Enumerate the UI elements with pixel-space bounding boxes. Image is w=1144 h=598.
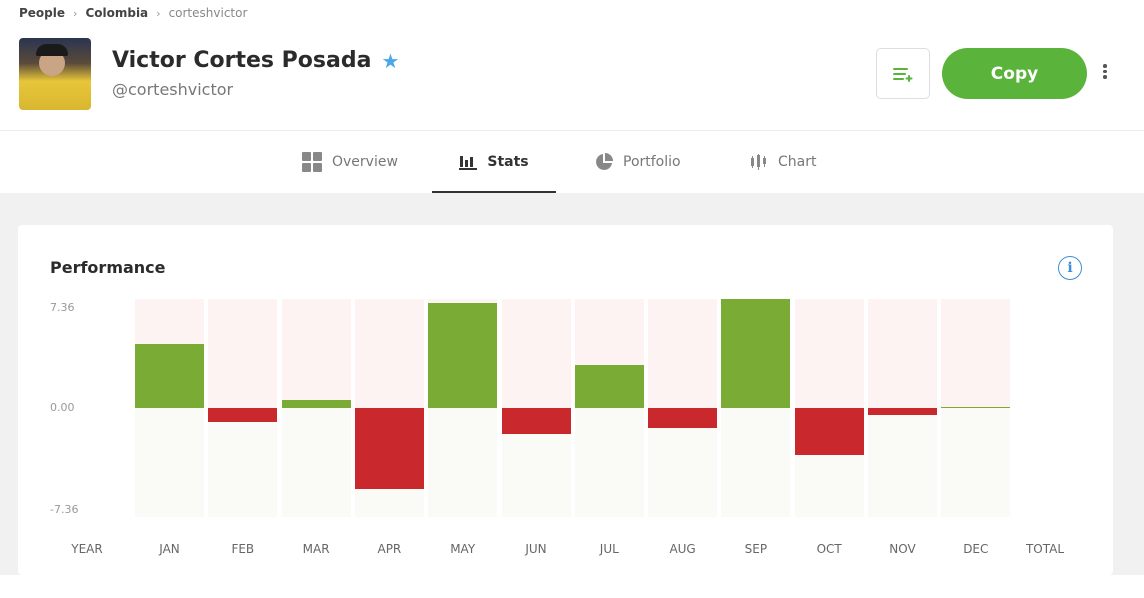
x-label-feb: FEB	[231, 542, 255, 556]
header-divider	[0, 130, 1144, 131]
x-label-oct: OCT	[816, 542, 842, 556]
column-bg-negative	[941, 408, 1011, 517]
profile-handle: @corteshvictor	[112, 80, 234, 99]
breadcrumb-people[interactable]: People	[19, 6, 66, 20]
bar-chart-icon	[459, 156, 478, 170]
tab-label: Overview	[332, 154, 398, 170]
breadcrumb-current: corteshvictor	[168, 6, 248, 20]
profile-name-row: Victor Cortes Posada ★	[112, 48, 399, 73]
x-label-apr: APR	[377, 542, 402, 556]
add-to-watchlist-button[interactable]	[876, 48, 930, 99]
star-icon: ★	[381, 48, 400, 73]
info-icon[interactable]: i	[1058, 256, 1082, 280]
tab-label: Portfolio	[623, 154, 681, 170]
grid-icon	[302, 152, 322, 172]
column-bg-positive	[941, 299, 1011, 408]
y-tick-min: -7.36	[50, 503, 79, 516]
chevron-right-icon: ›	[73, 6, 78, 20]
column-bg-negative	[208, 408, 278, 517]
bar-aug[interactable]	[648, 408, 718, 428]
bar-nov[interactable]	[868, 408, 937, 415]
tab-bar: Overview Stats Portfolio Chart	[0, 131, 1144, 193]
breadcrumb: People › Colombia › corteshvictor	[19, 6, 247, 20]
candlestick-icon	[751, 154, 766, 170]
bar-dec[interactable]	[941, 406, 1011, 408]
column-bg-positive	[648, 299, 718, 408]
x-label-nov: NOV	[889, 542, 916, 556]
x-label-dec: DEC	[963, 542, 989, 556]
y-tick-max: 7.36	[50, 301, 75, 314]
y-tick-zero: 0.00	[50, 401, 75, 414]
x-label-total: TOTAL	[1025, 542, 1065, 556]
x-label-jun: JUN	[525, 542, 547, 556]
column-bg-negative	[428, 408, 498, 517]
tab-portfolio[interactable]: Portfolio	[595, 131, 681, 193]
bar-sep[interactable]	[721, 299, 791, 408]
column-bg-negative	[868, 408, 937, 517]
profile-name: Victor Cortes Posada	[112, 48, 372, 73]
column-bg-negative	[281, 408, 351, 517]
add-to-list-icon	[893, 67, 913, 82]
column-bg-positive	[868, 299, 937, 408]
column-bg-positive	[281, 299, 351, 408]
column-bg-positive	[354, 299, 424, 408]
bar-feb[interactable]	[208, 408, 278, 423]
bar-may[interactable]	[428, 302, 498, 408]
x-label-year: YEAR	[71, 542, 103, 556]
pie-chart-icon	[596, 153, 613, 170]
bar-jun[interactable]	[501, 408, 571, 435]
breadcrumb-colombia[interactable]: Colombia	[85, 6, 149, 20]
performance-title: Performance	[50, 258, 166, 277]
tab-stats[interactable]: Stats	[432, 131, 556, 193]
chevron-right-icon: ›	[156, 6, 161, 20]
column-bg-negative	[574, 408, 644, 517]
tab-label: Stats	[487, 154, 529, 170]
x-label-jul: JUL	[599, 542, 619, 556]
bar-apr[interactable]	[354, 408, 424, 489]
tab-label: Chart	[778, 154, 817, 170]
column-bg-positive	[794, 299, 864, 408]
bar-jul[interactable]	[574, 365, 644, 408]
x-label-jan: JAN	[159, 542, 180, 556]
x-label-sep: SEP	[744, 542, 768, 556]
column-bg-positive	[501, 299, 571, 408]
avatar	[19, 38, 91, 110]
x-label-mar: MAR	[302, 542, 330, 556]
copy-button[interactable]: Copy	[942, 48, 1087, 99]
column-bg-negative	[135, 408, 204, 517]
bar-mar[interactable]	[281, 400, 351, 408]
more-vertical-icon[interactable]	[1100, 64, 1110, 82]
bar-oct[interactable]	[794, 408, 864, 456]
x-label-aug: AUG	[669, 542, 696, 556]
bar-jan[interactable]	[135, 344, 204, 408]
column-bg-negative	[721, 408, 791, 517]
tab-chart[interactable]: Chart	[750, 131, 816, 193]
column-bg-positive	[208, 299, 278, 408]
tab-overview[interactable]: Overview	[302, 131, 398, 193]
x-label-may: MAY	[450, 542, 476, 556]
